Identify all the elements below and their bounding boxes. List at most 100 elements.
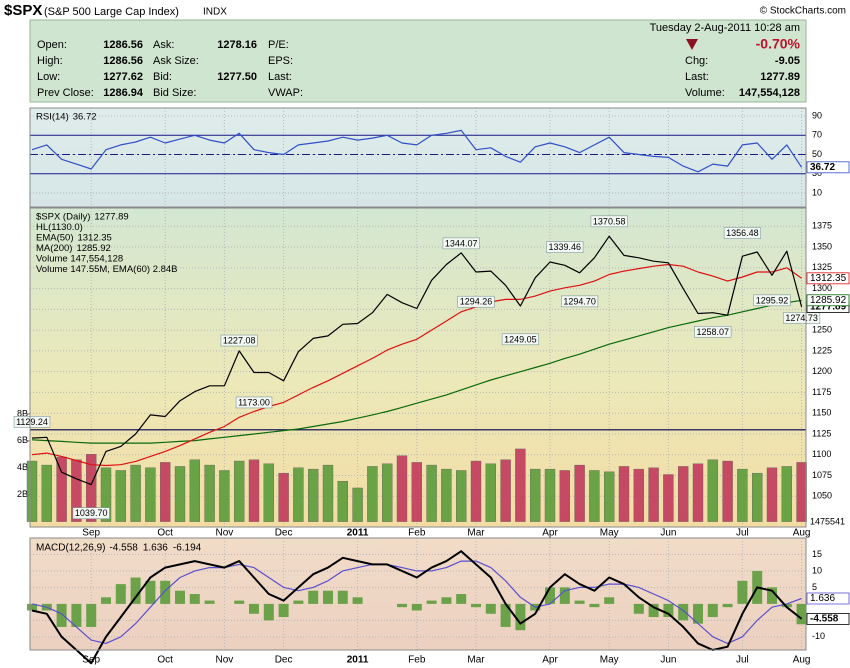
price-label-box	[442, 237, 480, 250]
histogram-bar	[633, 603, 644, 614]
quote-label: Low:	[37, 71, 60, 83]
volume-bar	[574, 464, 585, 522]
panel-border	[29, 207, 807, 528]
histogram-bar	[796, 603, 807, 625]
volume-bar	[233, 460, 245, 522]
x-tick-label: Apr	[542, 528, 558, 539]
price-label: 1227.08	[223, 336, 256, 346]
y2-tick-label: 2B	[17, 489, 28, 499]
x-tick-label: Jul	[736, 528, 749, 539]
summary-label: Last:	[685, 71, 709, 83]
histogram-bar	[545, 587, 555, 604]
histogram-bar	[86, 603, 97, 627]
summary-label: Volume:	[685, 87, 725, 99]
volume-bar	[159, 462, 171, 522]
symbol: $SPX	[4, 2, 42, 19]
quote-value: 1286.94	[103, 87, 144, 99]
volume-bar	[737, 468, 748, 522]
last-value-box	[806, 161, 850, 174]
volume-bar	[781, 466, 792, 522]
x-tick-label: Dec	[275, 655, 293, 666]
volume-bar	[352, 487, 363, 522]
price-label: 1039.70	[75, 508, 108, 518]
legend-value: 1285.92	[76, 243, 110, 254]
volume-bar	[26, 460, 38, 522]
volume-bar	[322, 464, 334, 522]
volume-bar	[56, 456, 67, 522]
x-tick-label: Oct	[157, 655, 173, 666]
quote-label: VWAP:	[268, 87, 303, 99]
volume-bar	[470, 460, 482, 522]
price-label-box	[235, 396, 273, 409]
y-tick-label: 1125	[812, 428, 831, 438]
legend-value: -4.558	[109, 543, 138, 554]
x-tick-label: Nov	[216, 655, 234, 666]
legend-name: Volume 147.55M, EMA(60) 2.84B	[36, 264, 178, 275]
price-label-box	[783, 312, 821, 324]
histogram-bar	[115, 584, 126, 604]
legend-name: HL(1130.0)	[36, 222, 83, 233]
quote-label: Ask:	[153, 39, 174, 51]
histogram-bar	[249, 603, 259, 614]
last-value-box	[806, 294, 850, 307]
down-arrow	[686, 39, 698, 50]
histogram-bar	[352, 597, 363, 604]
histogram-bar	[737, 580, 748, 604]
legend-value: -6.194	[173, 543, 202, 554]
histogram-bar	[426, 600, 437, 604]
histogram-bar	[648, 603, 659, 618]
price-label-box	[457, 295, 495, 308]
credit: © StockCharts.com	[760, 6, 846, 17]
price-label: 1294.26	[460, 297, 493, 307]
x-tick-label: Jun	[660, 655, 676, 666]
volume-bar	[382, 463, 393, 522]
y-tick-label: 1200	[812, 366, 832, 376]
x-tick-label: Apr	[542, 655, 558, 666]
price-label: 1294.70	[563, 296, 596, 306]
last-value-box	[806, 272, 850, 285]
volume-bar	[85, 454, 97, 522]
quote-label: Prev Close:	[37, 87, 94, 99]
volume-bar	[692, 463, 704, 522]
x-tick-label: Mar	[467, 655, 485, 666]
price-label-box	[694, 325, 732, 338]
x-tick-label: 2011	[347, 528, 369, 539]
price-label: 1295.92	[756, 295, 789, 305]
volume-bar	[248, 459, 260, 522]
x-tick-label: Jun	[660, 528, 676, 539]
volume-bar	[100, 467, 112, 522]
y-tick-label: 50	[812, 149, 822, 159]
volume-bar	[604, 471, 615, 522]
price-label-box	[723, 227, 761, 239]
quote-label: Open:	[37, 39, 67, 51]
histogram-bar	[308, 590, 319, 604]
quote-value: 1286.56	[103, 55, 143, 67]
summary-value: 147,554,128	[739, 87, 800, 99]
last-value-label: 1312.35	[810, 273, 847, 284]
histogram-bar	[263, 603, 274, 621]
price-label: 1249.05	[504, 334, 537, 344]
quote-label: EPS:	[268, 55, 293, 67]
histogram-bar	[175, 590, 185, 604]
histogram-bar	[781, 603, 792, 608]
histogram-bar	[471, 603, 481, 608]
volume-bar	[278, 472, 289, 522]
histogram-bar	[56, 603, 67, 627]
volume-bar	[633, 468, 644, 522]
volume-bar	[145, 467, 156, 522]
histogram-bar	[278, 603, 289, 618]
volume-bar	[189, 459, 201, 522]
volume-bar	[500, 459, 511, 522]
price-label: 1370.58	[593, 216, 626, 226]
volume-bar	[426, 464, 437, 522]
y-tick-label: 15	[812, 549, 822, 559]
volume-bar	[174, 466, 186, 522]
price-line	[31, 235, 803, 486]
last-value-label: 1.636	[810, 593, 835, 604]
x-tick-label: May	[600, 655, 619, 666]
last-value-label: -4.558	[810, 614, 839, 625]
legend-name: $SPX (Daily)	[36, 212, 90, 223]
histogram-bar	[500, 603, 511, 627]
quote-box	[29, 19, 807, 103]
